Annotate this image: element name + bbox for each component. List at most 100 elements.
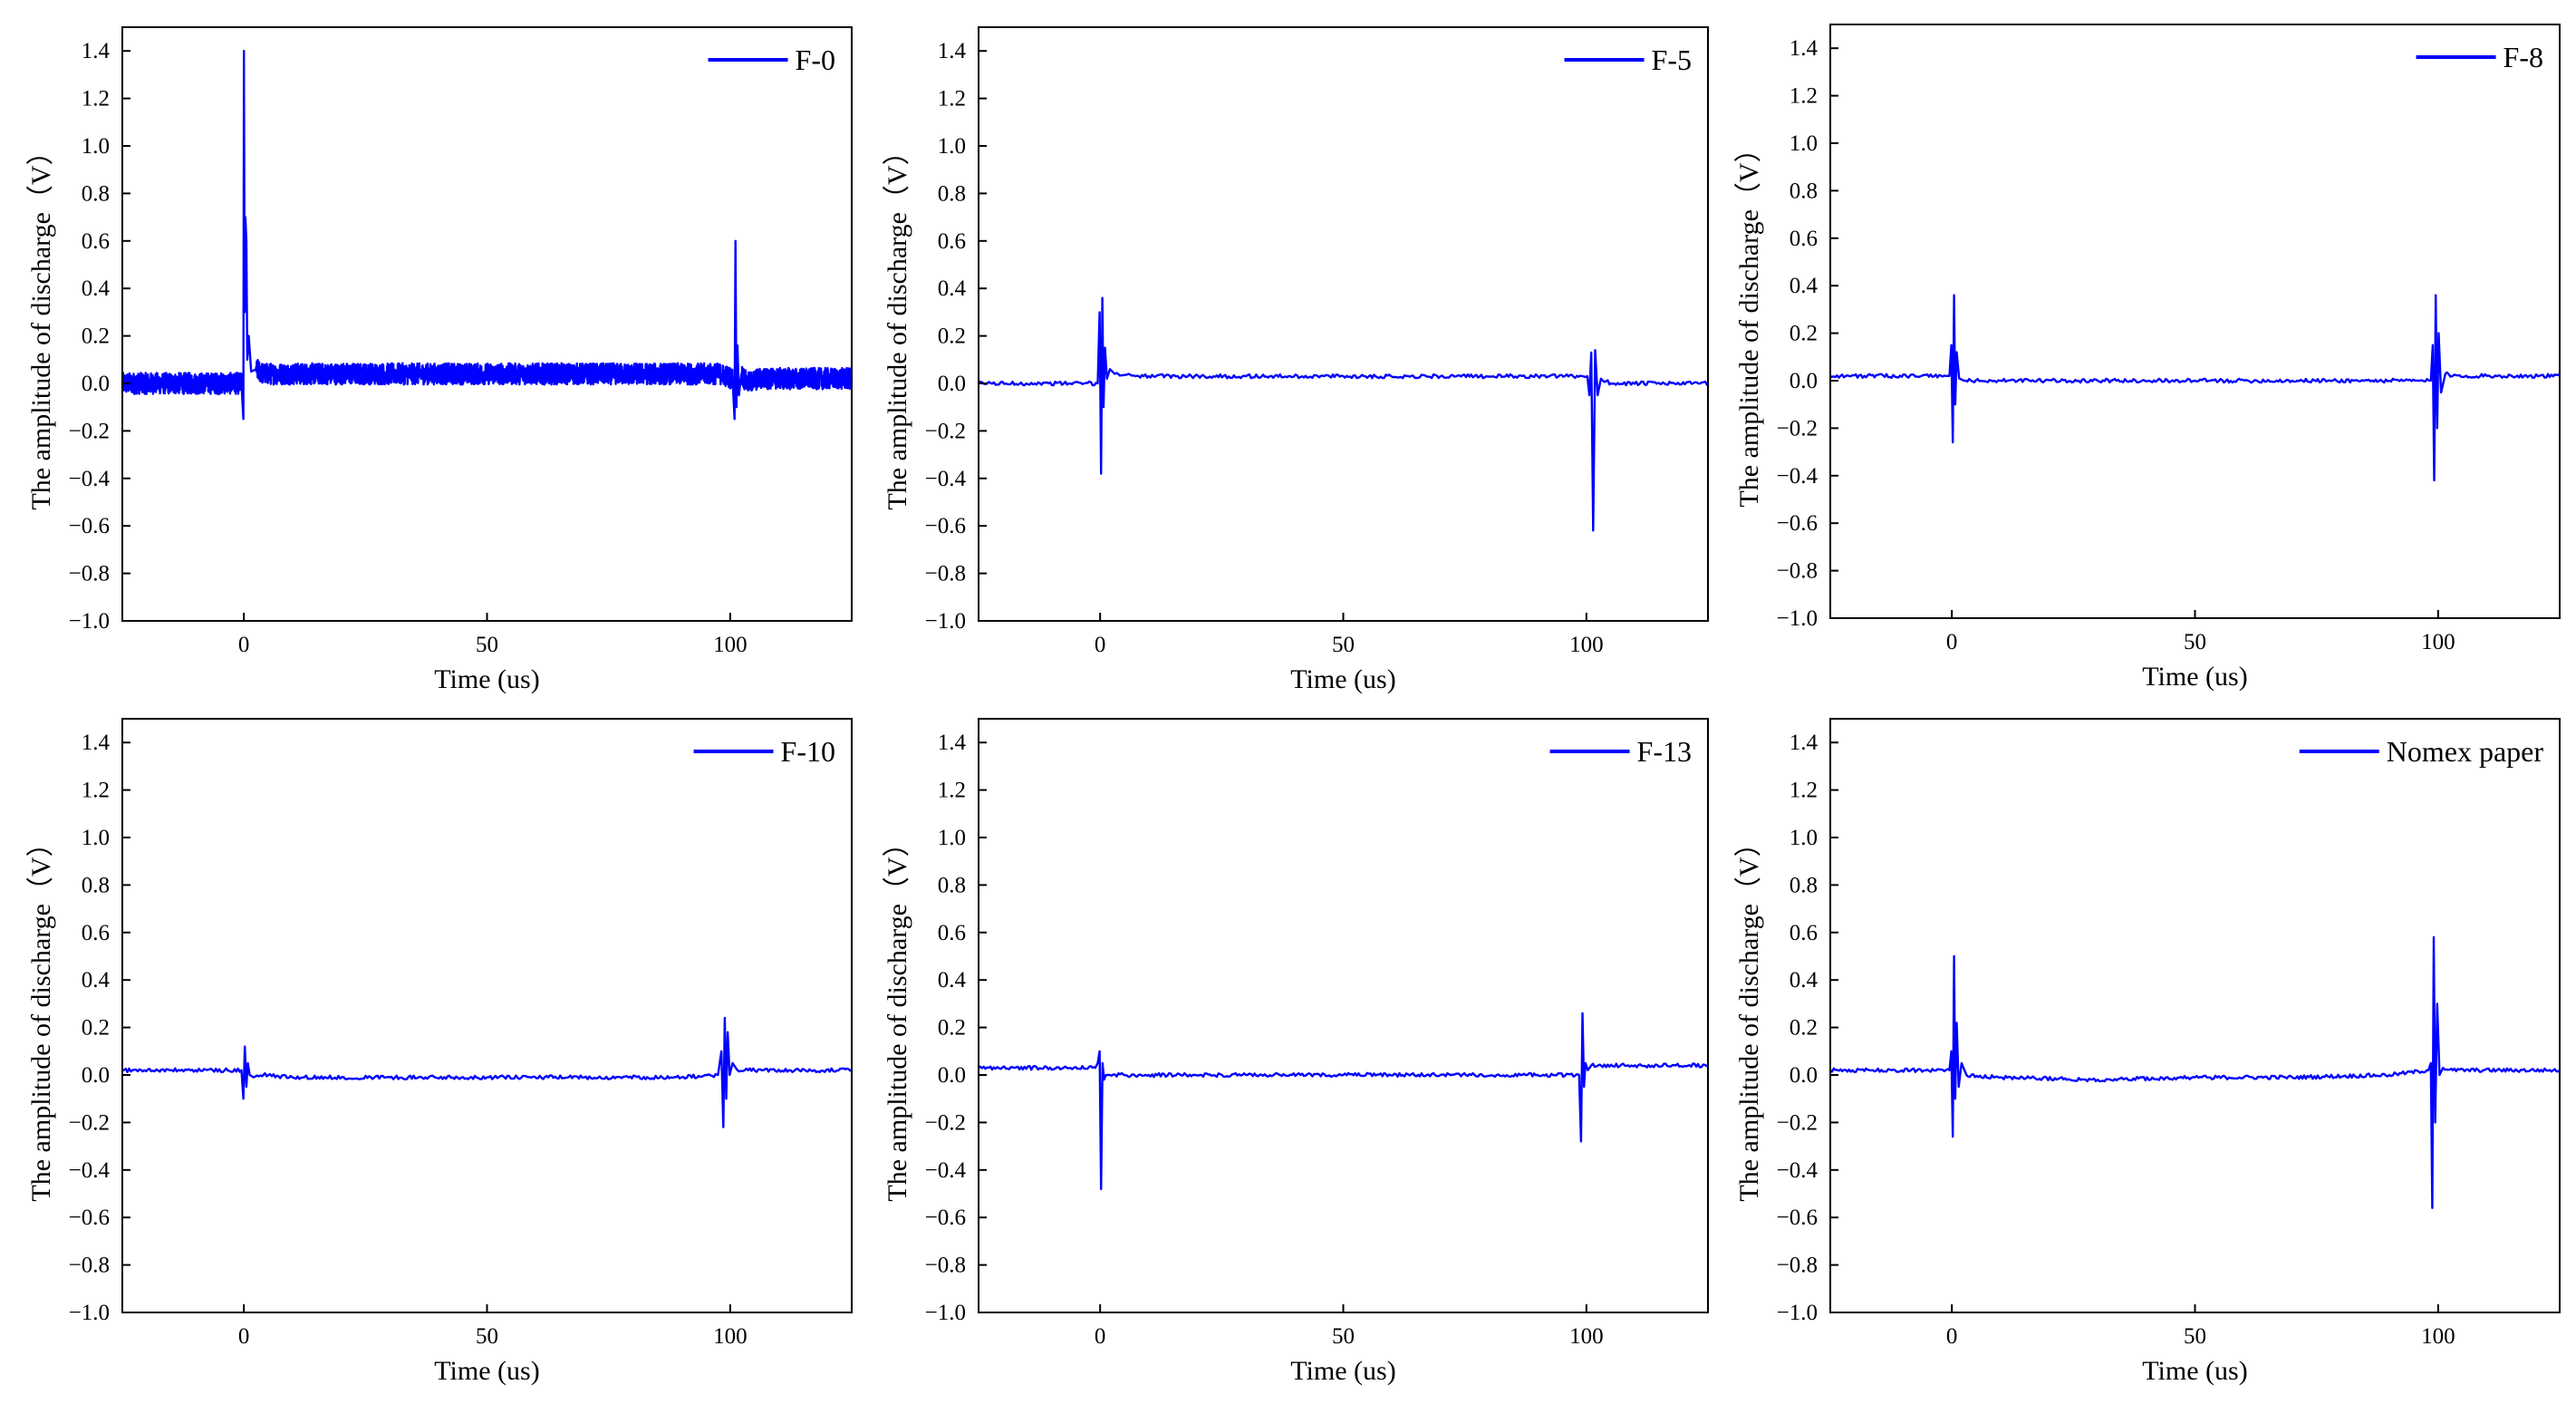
- y-tick-label: 0.0: [1790, 369, 1818, 393]
- legend: F-5: [1564, 44, 1692, 76]
- y-tick-label: 0.8: [938, 873, 966, 897]
- legend: F-10: [693, 735, 835, 768]
- x-axis-title: Time (us): [434, 664, 539, 694]
- x-tick-label: 100: [713, 633, 748, 657]
- y-axis-title: The amplitude of discharge（V）: [1734, 135, 1764, 507]
- x-tick-label: 0: [238, 1324, 250, 1349]
- x-tick-label: 50: [476, 1324, 498, 1349]
- chart-panel-2: −1.0 −0.8 −0.6 −0.4 −0.2 0.0 0.2 0.4 0.6 0.8 1.0 1.…: [883, 26, 1709, 694]
- series-line: [1829, 935, 2561, 1209]
- series-line: [978, 1012, 1709, 1190]
- plot-frame: [1829, 718, 2561, 1313]
- y-tick-label: 1.0: [938, 826, 966, 850]
- y-tick-label: 0.8: [82, 873, 110, 897]
- y-tick-label: 0.6: [82, 229, 110, 254]
- x-axis-title: Time (us): [2142, 1356, 2247, 1386]
- x-tick-label: 50: [1332, 1324, 1355, 1349]
- x-tick-label: 50: [1332, 633, 1355, 657]
- y-tick-label: −1.0: [925, 1301, 966, 1325]
- y-tick-label: −1.0: [1777, 1301, 1818, 1325]
- y-axis-title: The amplitude of discharge（V）: [883, 138, 912, 509]
- y-tick-label: −0.8: [69, 562, 110, 586]
- legend: F-13: [1549, 735, 1692, 768]
- y-tick-label: 1.2: [82, 87, 110, 111]
- y-tick-label: −0.6: [1777, 1206, 1818, 1230]
- y-tick-label: −0.2: [925, 419, 966, 443]
- x-tick-label: 0: [1946, 630, 1958, 654]
- y-tick-label: 1.4: [938, 731, 967, 755]
- x-tick-label: 100: [713, 1324, 748, 1349]
- legend: Nomex paper: [2299, 735, 2544, 768]
- y-tick-label: 1.0: [82, 134, 110, 159]
- x-axis-title: Time (us): [1290, 664, 1395, 694]
- y-tick-label: 0.4: [82, 968, 111, 992]
- y-tick-label: 1.2: [1790, 779, 1818, 803]
- legend-label: F-0: [796, 44, 835, 76]
- x-tick-label: 0: [1946, 1324, 1958, 1349]
- plot-frame: [1829, 24, 2561, 619]
- legend-label: Nomex paper: [2387, 735, 2544, 768]
- plot-frame: [978, 26, 1709, 622]
- plot-frame: [978, 718, 1709, 1313]
- y-tick-label: −0.2: [1777, 1110, 1818, 1135]
- y-tick-label: −0.2: [69, 419, 110, 443]
- y-tick-label: 0.8: [82, 181, 110, 206]
- y-tick-label: 0.8: [1790, 873, 1818, 897]
- x-tick-label: 50: [2184, 1324, 2206, 1349]
- y-tick-label: 0.0: [938, 372, 966, 396]
- y-tick-label: 0.6: [82, 921, 110, 945]
- x-tick-label: 0: [238, 633, 250, 657]
- y-tick-label: 0.2: [82, 324, 110, 349]
- y-tick-label: −0.8: [1777, 559, 1818, 584]
- plot-frame: [121, 718, 853, 1313]
- y-axis-title: The amplitude of discharge（V）: [26, 829, 56, 1201]
- legend-label: F-13: [1637, 735, 1692, 768]
- y-tick-label: 0.0: [82, 372, 110, 396]
- x-tick-label: 100: [2421, 630, 2455, 654]
- chart-panel-1: −1.0 −0.8 −0.6 −0.4 −0.2 0.0 0.2 0.4 0.6 0.8 1.0 1.…: [26, 26, 854, 694]
- y-tick-label: 0.2: [938, 324, 966, 349]
- y-tick-label: 0.4: [1790, 968, 1819, 992]
- y-tick-label: 0.4: [938, 276, 967, 301]
- y-tick-label: 1.4: [82, 731, 111, 755]
- y-tick-label: −0.2: [925, 1110, 966, 1135]
- y-tick-label: 0.6: [938, 921, 966, 945]
- x-tick-label: 50: [476, 633, 498, 657]
- y-tick-label: 1.4: [82, 39, 111, 63]
- y-tick-label: −0.6: [925, 514, 966, 538]
- y-tick-label: −0.4: [1777, 464, 1819, 489]
- x-tick-label: 100: [1569, 633, 1604, 657]
- y-axis-title: The amplitude of discharge（V）: [1734, 829, 1764, 1201]
- y-tick-label: 0.8: [1790, 179, 1818, 203]
- x-axis-title: Time (us): [434, 1356, 539, 1386]
- y-tick-label: 1.2: [82, 779, 110, 803]
- y-tick-label: 1.2: [938, 779, 966, 803]
- y-tick-label: −0.2: [69, 1110, 110, 1135]
- y-tick-label: −1.0: [69, 1301, 110, 1325]
- y-tick-label: 0.6: [1790, 227, 1818, 251]
- x-axis-title: Time (us): [1290, 1356, 1395, 1386]
- series-line: [121, 1016, 853, 1128]
- y-axis-title: The amplitude of discharge（V）: [26, 138, 56, 509]
- y-tick-label: −0.6: [69, 1206, 110, 1230]
- y-tick-label: 1.4: [1790, 36, 1819, 61]
- y-tick-label: 0.2: [1790, 322, 1818, 346]
- y-tick-label: −0.8: [925, 1254, 966, 1278]
- y-tick-label: 1.4: [938, 39, 967, 63]
- legend-label: F-5: [1652, 44, 1692, 76]
- y-tick-label: 1.0: [1790, 131, 1818, 156]
- y-tick-label: 0.4: [938, 968, 967, 992]
- y-tick-label: −1.0: [1777, 606, 1818, 631]
- chart-panel-5: −1.0 −0.8 −0.6 −0.4 −0.2 0.0 0.2 0.4 0.6 0.8 1.0 1.…: [883, 718, 1709, 1386]
- chart-panel-4: −1.0 −0.8 −0.6 −0.4 −0.2 0.0 0.2 0.4 0.6 0.8 1.0 1.…: [26, 718, 853, 1386]
- y-tick-label: −0.8: [69, 1254, 110, 1278]
- series-line: [121, 50, 854, 421]
- x-tick-label: 0: [1095, 1324, 1106, 1349]
- y-tick-label: 1.0: [1790, 826, 1818, 850]
- y-tick-label: 1.0: [82, 826, 110, 850]
- y-tick-label: 0.2: [1790, 1016, 1818, 1041]
- chart-panel-6: −1.0 −0.8 −0.6 −0.4 −0.2 0.0 0.2 0.4 0.6 0.8 1.0 1.…: [1734, 718, 2561, 1386]
- legend: F-8: [2416, 41, 2543, 73]
- y-tick-label: 1.0: [938, 134, 966, 159]
